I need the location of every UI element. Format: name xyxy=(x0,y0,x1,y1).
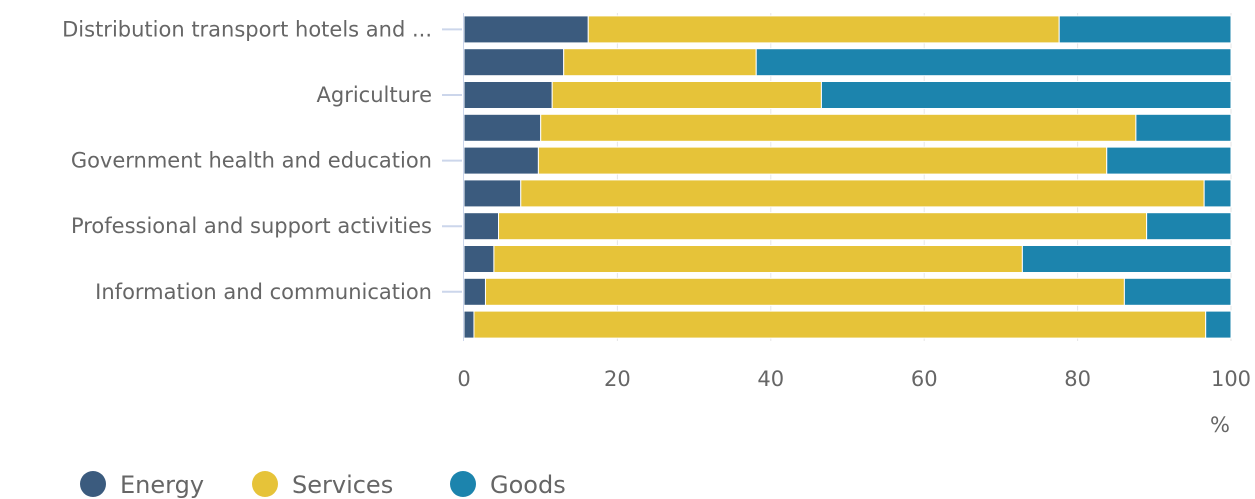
legend-marker xyxy=(80,471,106,497)
value-axis: 0 20 40 60 80 100 xyxy=(457,367,1251,391)
bar-services xyxy=(540,113,1137,142)
bar-services xyxy=(563,48,757,77)
bar-goods xyxy=(1205,310,1232,339)
bar-energy xyxy=(463,81,553,109)
x-tick-label: 100 xyxy=(1211,367,1251,391)
category-label: Agriculture xyxy=(317,83,433,107)
legend-label: Services xyxy=(292,471,393,499)
legend-marker xyxy=(450,471,476,497)
bar-energy xyxy=(463,277,486,306)
bar-energy xyxy=(463,15,589,44)
bar-services xyxy=(493,245,1023,273)
bar-services xyxy=(537,146,1108,175)
legend-item-services[interactable]: Services xyxy=(252,471,393,499)
legend-label: Energy xyxy=(120,471,204,499)
bar-services xyxy=(484,277,1125,306)
bar-goods xyxy=(1135,113,1232,142)
bars xyxy=(463,15,1232,339)
bar-services xyxy=(520,179,1205,208)
bar-goods xyxy=(1146,212,1232,241)
bar-goods xyxy=(820,81,1232,109)
bar-energy xyxy=(463,113,542,142)
x-tick-label: 0 xyxy=(457,367,470,391)
legend-item-goods[interactable]: Goods xyxy=(450,471,566,499)
bar-energy xyxy=(463,310,475,339)
bar-services xyxy=(551,81,822,109)
legend-marker xyxy=(252,471,278,497)
bar-energy xyxy=(463,48,565,77)
legend-item-energy[interactable]: Energy xyxy=(80,471,204,499)
unit-label: % xyxy=(1210,413,1230,437)
category-label: Government health and education xyxy=(71,149,432,173)
bar-energy xyxy=(463,179,522,208)
bar-energy xyxy=(463,212,500,241)
x-tick-label: 80 xyxy=(1064,367,1091,391)
bar-energy xyxy=(463,245,495,273)
bar-goods xyxy=(1058,15,1232,44)
category-label: Distribution transport hotels and ... xyxy=(62,17,432,41)
x-tick-label: 40 xyxy=(757,367,784,391)
category-axis: Distribution transport hotels and ... Agr… xyxy=(62,13,464,341)
x-tick-label: 20 xyxy=(604,367,631,391)
legend-label: Goods xyxy=(490,471,566,499)
bar-energy xyxy=(463,146,539,175)
bar-goods xyxy=(1203,179,1232,208)
bar-goods xyxy=(1021,245,1232,273)
category-label: Information and communication xyxy=(95,280,432,304)
bar-goods xyxy=(1106,146,1232,175)
bar-goods xyxy=(1123,277,1232,306)
bar-goods xyxy=(755,48,1232,77)
bar-services xyxy=(498,212,1148,241)
x-tick-label: 60 xyxy=(911,367,938,391)
legend: Energy Services Goods xyxy=(80,471,566,499)
bar-services xyxy=(587,15,1060,44)
category-label: Professional and support activities xyxy=(71,214,432,238)
bar-services xyxy=(473,310,1207,339)
